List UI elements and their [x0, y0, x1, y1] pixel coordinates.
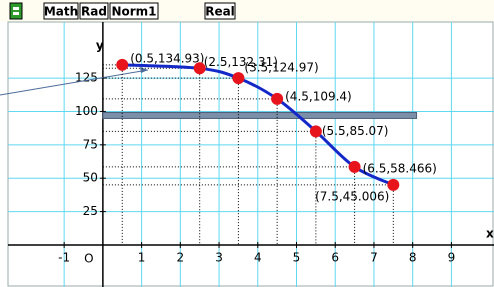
point-label: (6.5,58.466): [363, 161, 437, 175]
status-text: Norm1: [111, 5, 156, 19]
x-tick-label: 4: [254, 250, 262, 264]
data-point: [116, 59, 128, 71]
calculator-screen: Math Rad Norm1 Real -1 1 2 3 4 5 6 7 8 9 25 50 75 100…: [0, 0, 494, 287]
x-tick-label: 5: [293, 250, 301, 264]
battery-level: [13, 12, 19, 15]
point-label: (5.5,85.07): [322, 124, 389, 138]
battery-level: [13, 7, 19, 10]
y-tick-label: 50: [83, 171, 98, 185]
status-text: Real: [205, 5, 235, 19]
trace-bar: [103, 112, 417, 118]
point-label: (3.5,124.97): [244, 61, 318, 75]
x-tick-label: -1: [58, 250, 70, 264]
x-tick-label: 3: [215, 250, 223, 264]
point-label: (0.5,134.93): [130, 51, 204, 65]
data-point: [271, 93, 283, 105]
x-axis-label: x: [486, 226, 494, 240]
x-tick-label: 7: [370, 250, 378, 264]
y-tick-label: 100: [75, 104, 98, 118]
status-text: Rad: [81, 5, 107, 19]
battery-icon: [10, 3, 22, 19]
x-tick-label: 2: [177, 250, 185, 264]
data-point: [349, 161, 361, 173]
y-axis-label: y: [96, 39, 104, 53]
data-point: [232, 72, 244, 84]
status-text: Math: [44, 5, 78, 19]
origin-label: O: [84, 251, 93, 265]
y-tick-label: 125: [75, 71, 98, 85]
y-tick-label: 75: [83, 137, 98, 151]
data-point: [310, 125, 322, 137]
x-tick-label: 6: [331, 250, 339, 264]
point-label: (4.5,109.4): [285, 89, 352, 103]
x-tick-label: 9: [448, 250, 456, 264]
x-tick-label: 8: [409, 250, 417, 264]
y-tick-label: 25: [83, 204, 98, 218]
x-tick-label: 1: [138, 250, 146, 264]
point-label: (7.5,45.006): [315, 189, 389, 203]
